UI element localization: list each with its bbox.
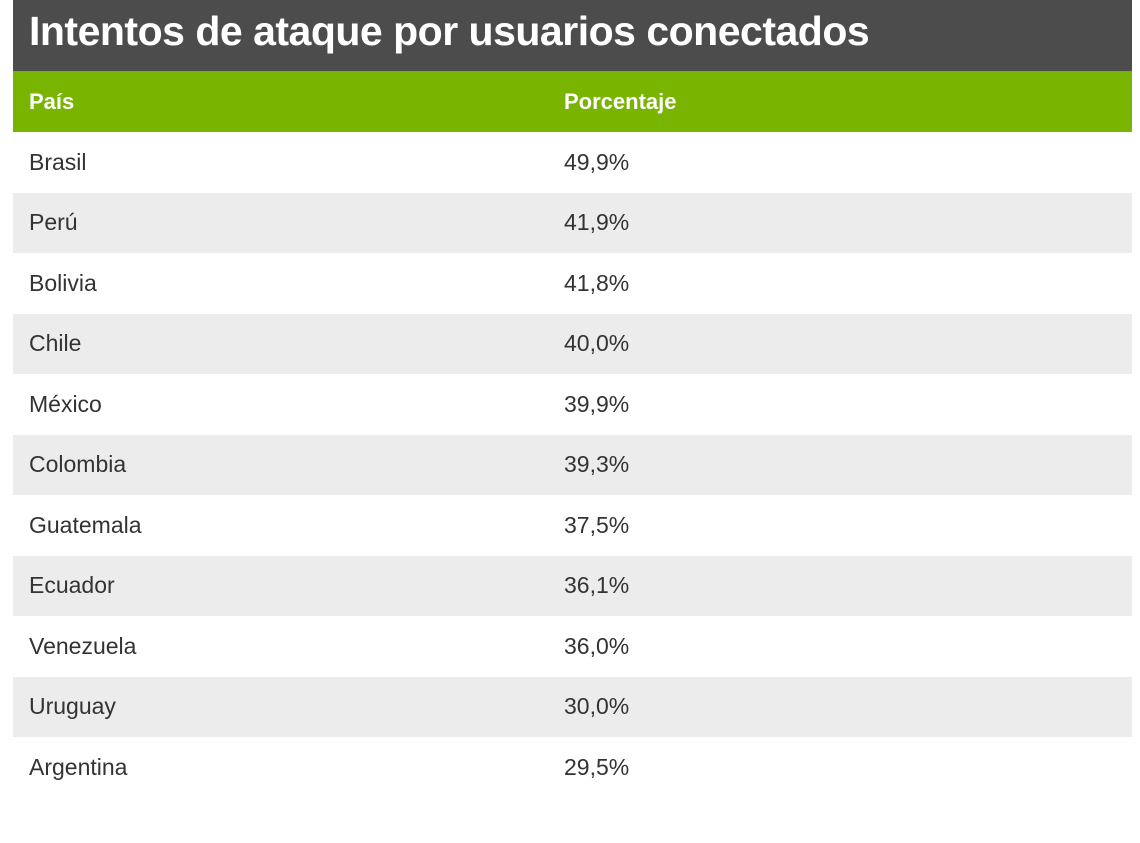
cell-country: Perú (29, 209, 78, 236)
cell-country: Venezuela (29, 632, 137, 659)
cell-country: Chile (29, 330, 82, 357)
cell-percentage: 49,9% (564, 148, 630, 175)
header-row: País Porcentaje (13, 71, 1132, 132)
cell-percentage: 40,0% (564, 330, 630, 357)
cell-country: Ecuador (29, 572, 115, 599)
table-row: Chile 40,0% (13, 313, 1132, 374)
cell-percentage: 41,9% (564, 209, 630, 236)
cell-percentage: 41,8% (564, 269, 630, 296)
cell-country: Colombia (29, 451, 127, 478)
title-bar: Intentos de ataque por usuarios conectad… (13, 0, 1132, 71)
table-row: Venezuela 36,0% (13, 616, 1132, 677)
cell-country: Guatemala (29, 511, 142, 538)
cell-percentage: 39,9% (564, 390, 630, 417)
table-row: Uruguay 30,0% (13, 676, 1132, 737)
cell-country: Uruguay (29, 693, 116, 720)
cell-percentage: 36,0% (564, 632, 630, 659)
cell-percentage: 36,1% (564, 572, 630, 599)
cell-percentage: 39,3% (564, 451, 630, 478)
table-body: Brasil 49,9% Perú 41,9% Bolivia 41,8% Chile 40,… (13, 132, 1132, 798)
table-container: Intentos de ataque por usuarios conectad… (13, 0, 1132, 798)
table-row: Guatemala 37,5% (13, 495, 1132, 556)
data-table: País Porcentaje Brasil 49,9% Perú 41,9% Boli… (13, 71, 1132, 798)
cell-percentage: 30,0% (564, 693, 630, 720)
header-percentage: Porcentaje (564, 88, 677, 114)
table-header: País Porcentaje (13, 71, 1132, 132)
table-row: Argentina 29,5% (13, 737, 1132, 798)
table-row: Colombia 39,3% (13, 434, 1132, 495)
cell-country: Brasil (29, 148, 87, 175)
cell-percentage: 37,5% (564, 511, 630, 538)
table-title: Intentos de ataque por usuarios conectad… (29, 8, 870, 54)
table-row: México 39,9% (13, 374, 1132, 435)
table-row: Bolivia 41,8% (13, 253, 1132, 314)
table-row: Brasil 49,9% (13, 132, 1132, 193)
cell-country: México (29, 390, 102, 417)
table-row: Ecuador 36,1% (13, 555, 1132, 616)
cell-percentage: 29,5% (564, 753, 630, 780)
cell-country: Bolivia (29, 269, 97, 296)
table-row: Perú 41,9% (13, 192, 1132, 253)
header-country: País (29, 88, 75, 114)
cell-country: Argentina (29, 753, 128, 780)
